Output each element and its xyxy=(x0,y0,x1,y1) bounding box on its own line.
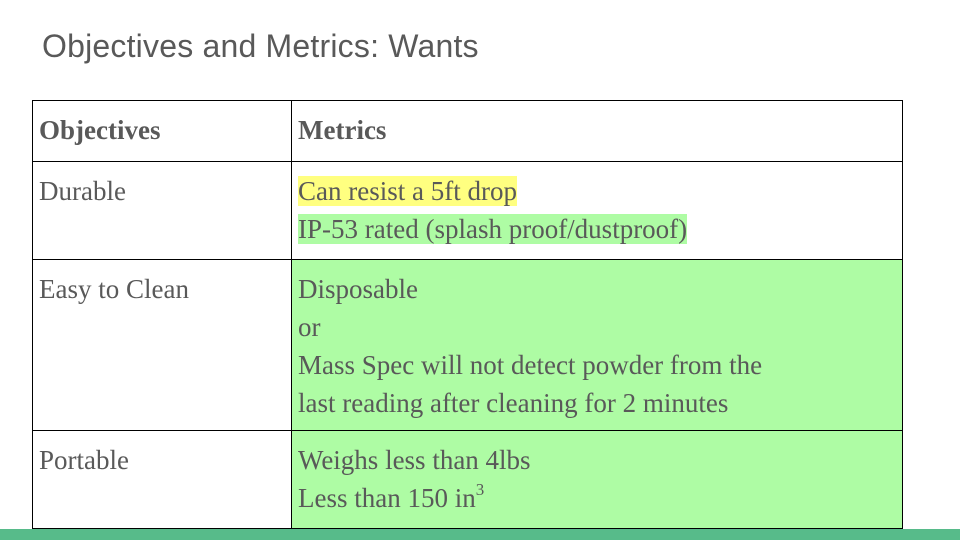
metrics-cell: Can resist a 5ft drop IP-53 rated (splas… xyxy=(291,161,903,260)
objective-cell: Portable xyxy=(32,430,292,529)
metric-line-highlighted: IP-53 rated (splash proof/dustproof) xyxy=(298,214,688,244)
metric-line: or xyxy=(298,312,321,342)
slide-title: Objectives and Metrics: Wants xyxy=(42,28,479,64)
objectives-metrics-table: Objectives Metrics Durable Can resist a … xyxy=(32,100,903,529)
objective-cell: Durable xyxy=(32,161,292,260)
header-objectives: Objectives xyxy=(32,100,292,162)
metric-line-highlighted: Can resist a 5ft drop xyxy=(298,176,517,206)
metric-line: Disposable xyxy=(298,274,418,304)
table-row: Portable Weighs less than 4lbs Less than… xyxy=(32,430,903,529)
metrics-cell: Weighs less than 4lbs Less than 150 in3 xyxy=(291,430,903,529)
footer-accent-bar xyxy=(0,529,960,540)
table-row: Easy to Clean Disposable or Mass Spec wi… xyxy=(32,259,903,431)
metric-line: last reading after cleaning for 2 minute… xyxy=(298,388,729,418)
volume-text: Less than 150 in xyxy=(298,483,476,513)
metric-line-volume: Less than 150 in3 xyxy=(298,479,896,517)
table-row: Durable Can resist a 5ft drop IP-53 rate… xyxy=(32,161,903,260)
objective-cell: Easy to Clean xyxy=(32,259,292,431)
metrics-cell: Disposable or Mass Spec will not detect … xyxy=(291,259,903,431)
table-header-row: Objectives Metrics xyxy=(32,100,903,162)
header-metrics: Metrics xyxy=(291,100,903,162)
metric-line: Mass Spec will not detect powder from th… xyxy=(298,350,763,380)
cubic-superscript: 3 xyxy=(475,480,485,499)
metric-line: Weighs less than 4lbs xyxy=(298,445,531,475)
